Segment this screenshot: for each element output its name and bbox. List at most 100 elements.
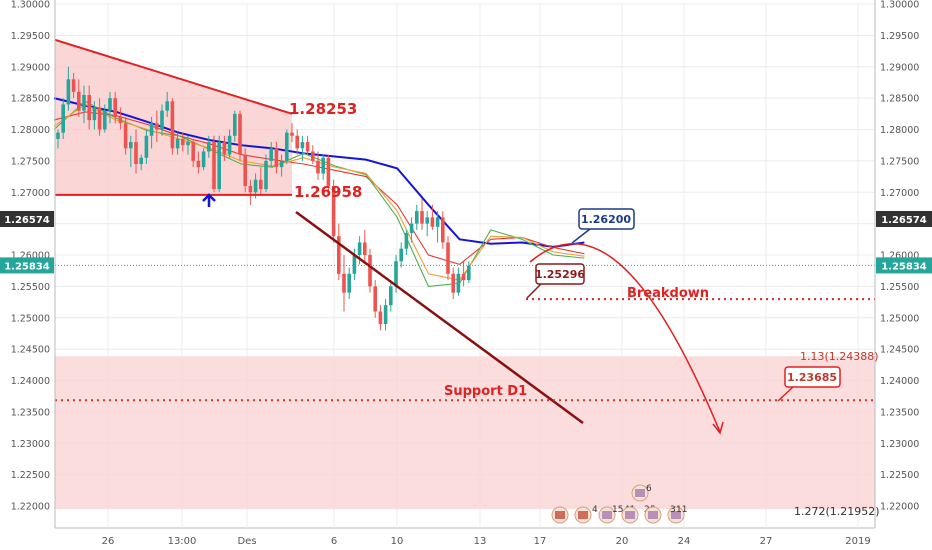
y-tick-label: 1.28500 [880,94,919,105]
y-tick-label: 1.29500 [11,31,50,42]
price-badge-label: 1.26574 [4,215,50,226]
price-badge-bg [0,257,54,274]
candle-body [269,148,273,161]
flag-us-icon[interactable] [574,506,592,524]
candle-body [108,98,112,111]
flag-eu-icon[interactable] [621,506,639,524]
candle-body [305,142,310,152]
y-tick-label: 1.25000 [880,313,919,324]
callout-3-text: 1.23685 [787,371,837,384]
swing-low-label: 1.26958 [294,183,362,201]
candle-body [357,242,362,255]
x-tick-label: 13 [474,536,487,547]
y-tick-label: 1.25000 [11,313,50,324]
candle-body [337,236,341,274]
candle-body [97,107,102,130]
x-axis: 26 13:00 Des 6 10 13 17 20 24 27 2019 [102,536,871,547]
candle-body [170,101,175,149]
candle-body [129,142,133,149]
candle-body [347,273,351,293]
candle-body [456,273,461,293]
y-tick-label: 1.24000 [880,376,919,387]
event-flags[interactable]: 4 15 41 2 5 3 11 6 [551,484,687,524]
y-tick-label: 1.22500 [11,470,50,481]
candle-body [155,123,159,130]
descending-channel-trendline [295,210,584,425]
support-label: Support D1 [444,384,527,399]
x-tick-label: Des [237,536,256,547]
y-tick-label: 1.23500 [880,407,919,418]
projection-arrow [529,242,724,435]
price-badge-label: 1.26574 [881,215,927,226]
candle-body [186,142,190,146]
x-tick-label: 6 [331,536,337,547]
candle-body [321,157,325,174]
y-tick-label: 1.27500 [880,156,919,167]
flag-uk-icon[interactable] [631,484,649,502]
candle-body [71,79,76,92]
candle-body [300,142,305,149]
candle-body [160,110,164,130]
y-tick-label: 1.30000 [880,0,919,11]
flag-uk-icon[interactable] [644,506,662,524]
y-tick-label: 1.29000 [11,62,50,73]
candle-body [331,185,336,237]
x-tick-label: 20 [616,536,629,547]
candle-body [363,242,367,255]
candle-body [207,142,211,152]
target-zone-fill [55,356,875,510]
candle-body [259,179,263,190]
price-badge-label: 1.25834 [881,261,927,272]
flag-count: 15 [612,505,623,515]
flag-uk-icon[interactable] [598,506,616,524]
candle-body [451,273,455,293]
candle-body [409,223,414,234]
y-tick-label: 1.27000 [880,188,919,199]
moving-average-line [53,100,585,287]
candle-body [77,91,81,111]
price-badge-label: 1.25834 [4,261,50,272]
y-tick-label: 1.25500 [880,282,919,293]
flag-eu-icon[interactable] [667,506,685,524]
candle-body [123,123,128,149]
candle-body [373,286,377,312]
candle-body [217,142,221,190]
candle-body [389,286,393,306]
y-tick-label: 1.22500 [880,470,919,481]
candle-body [435,217,440,227]
flag-count: 11 [676,505,687,515]
y-tick-label: 1.27000 [11,188,50,199]
arrow-up-icon [202,193,216,207]
candle-body [175,138,180,149]
y-tick-label: 1.23500 [11,407,50,418]
candle-body [196,160,201,168]
candle-body [264,160,268,190]
candle-body [295,135,299,149]
candle-body [378,311,383,325]
flag-us-icon[interactable] [551,506,569,524]
flag-count: 6 [646,484,652,494]
candle-body [352,255,357,274]
y-tick-label: 1.29500 [880,31,919,42]
candle-body [87,94,91,121]
candle-body [201,151,206,168]
candle-body [316,160,320,174]
breakdown-label: Breakdown [627,286,709,301]
triangle-upper-trendline [54,38,293,115]
candle-body [103,110,107,130]
y-tick-label: 1.26000 [880,251,919,262]
candle-body [253,179,258,193]
callout-2-25296: 1.25296 [526,263,585,299]
swing-high-label: 1.28253 [289,100,357,118]
candle-body [383,305,388,325]
candle-body [430,217,435,227]
y-tick-label: 1.25500 [11,282,50,293]
candle-body [441,217,445,243]
candle-body [113,98,117,117]
candles [56,66,471,331]
x-tick-label: 24 [678,536,691,547]
y-tick-label: 1.24500 [880,345,919,356]
candle-body [290,132,294,136]
flag-count: 3 [670,505,676,515]
